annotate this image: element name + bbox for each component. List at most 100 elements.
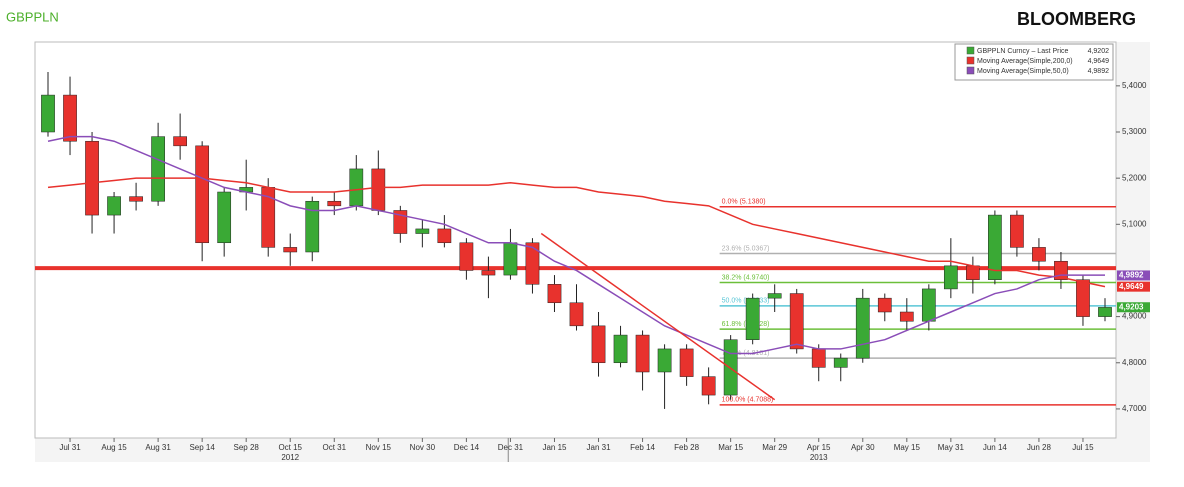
- candle-body: [723, 339, 738, 396]
- candle-body: [591, 325, 606, 364]
- candle-body: [107, 196, 121, 216]
- candle-body: [921, 288, 936, 322]
- candle-body: [481, 270, 496, 276]
- y-tick-label: 5,4000: [1122, 81, 1147, 90]
- x-tick-label: Feb 14: [630, 443, 655, 452]
- candle-body: [988, 214, 1002, 280]
- y-tick-label: 4,8000: [1122, 358, 1147, 367]
- candle-body: [63, 94, 77, 142]
- candle-body: [745, 297, 760, 340]
- candle-body: [305, 200, 320, 253]
- legend-swatch: [966, 46, 975, 55]
- candle-body: [966, 265, 980, 280]
- fib-label: 23.6% (5.0367): [722, 245, 770, 252]
- legend: [954, 43, 1114, 81]
- candle-body: [151, 136, 165, 202]
- candle-body: [195, 145, 210, 244]
- candle-body: [415, 228, 430, 234]
- value-tag-label: 4,9892: [1119, 271, 1144, 280]
- candle-body: [173, 136, 187, 147]
- y-tick-label: 4,9000: [1122, 312, 1147, 321]
- candle-body: [129, 196, 143, 202]
- fib-label: 61.8% (4.8728): [722, 321, 770, 328]
- candle-body: [1032, 247, 1046, 262]
- fib-label: 100.0% (4.7088): [722, 397, 774, 404]
- x-tick-label: May 31: [938, 443, 965, 452]
- candle-body: [503, 242, 518, 276]
- y-tick-label: 5,1000: [1122, 219, 1147, 228]
- x-tick-label: Feb 28: [674, 443, 699, 452]
- trend-line: [540, 232, 776, 401]
- value-tag: [1117, 270, 1150, 281]
- legend-swatch: [966, 66, 975, 75]
- candle-body: [613, 334, 628, 364]
- candle-body: [459, 242, 474, 271]
- legend-value: 4,9649: [1088, 58, 1110, 65]
- candle-body: [283, 247, 298, 253]
- candle-body: [349, 168, 364, 207]
- legend-label: Moving Average(Simple,50,0): [977, 68, 1069, 75]
- legend-label: GBPPLN Curncy – Last Price: [977, 48, 1069, 55]
- candle-body: [85, 140, 99, 216]
- candle-body: [657, 348, 672, 373]
- value-tag: [1117, 302, 1150, 313]
- x-tick-label: Oct 31: [322, 443, 346, 452]
- candle-body: [41, 94, 55, 133]
- legend-swatch: [966, 56, 975, 65]
- candle-body: [789, 293, 804, 350]
- fib-label: 38.2% (4.9740): [722, 274, 770, 281]
- value-tag-label: 4,9649: [1119, 282, 1144, 291]
- candle-body: [833, 357, 848, 368]
- x-tick-label: Nov 15: [366, 443, 392, 452]
- fib-label: 50.0% (4.9233): [722, 298, 770, 305]
- candle-body: [437, 228, 452, 244]
- candle-body: [635, 334, 650, 373]
- x-tick-label: Dec 31: [498, 443, 524, 452]
- year-label: 2013: [810, 453, 828, 462]
- source: BLOOMBERG: [1017, 9, 1136, 29]
- candle-body: [943, 265, 958, 290]
- candle-body: [1010, 214, 1024, 248]
- x-tick-label: Sep 14: [189, 443, 215, 452]
- chart-title: GBPPLN: [6, 9, 59, 24]
- y-tick-label: 5,3000: [1122, 127, 1147, 136]
- x-tick-label: Jul 15: [1072, 443, 1094, 452]
- x-tick-label: Dec 14: [454, 443, 480, 452]
- legend-value: 4,9892: [1088, 68, 1110, 75]
- x-tick-label: Aug 31: [145, 443, 171, 452]
- legend-label: Moving Average(Simple,200,0): [977, 58, 1073, 65]
- moving-average-line: [47, 135, 1105, 355]
- value-tag: [1117, 281, 1150, 292]
- candle-body: [547, 284, 562, 304]
- candle-body: [811, 348, 826, 368]
- x-tick-label: Mar 15: [718, 443, 743, 452]
- x-tick-label: May 15: [894, 443, 921, 452]
- candle-body: [767, 293, 782, 299]
- x-tick-label: Oct 15: [278, 443, 302, 452]
- candle-body: [679, 348, 694, 377]
- x-tick-label: Mar 29: [762, 443, 787, 452]
- value-tag-label: 4,9203: [1119, 302, 1144, 311]
- x-tick-label: Jun 14: [983, 443, 1008, 452]
- x-tick-label: Nov 30: [410, 443, 436, 452]
- x-tick-label: Apr 30: [851, 443, 875, 452]
- candle-body: [217, 191, 232, 244]
- y-tick-label: 4,7000: [1122, 404, 1147, 413]
- candle-body: [701, 376, 716, 396]
- x-tick-label: Jul 31: [59, 443, 81, 452]
- x-tick-label: Jan 15: [542, 443, 567, 452]
- year-label: 2012: [281, 453, 299, 462]
- candle-body: [855, 297, 870, 359]
- candle-body: [1098, 307, 1112, 317]
- moving-average-line: [47, 177, 1106, 288]
- candle-body: [569, 302, 584, 327]
- legend-value: 4,9202: [1088, 48, 1110, 55]
- y-tick-label: 5,2000: [1122, 173, 1147, 182]
- fib-label: 0.0% (5.1380): [722, 199, 766, 206]
- candle-body: [877, 297, 892, 313]
- x-tick-label: Aug 15: [101, 443, 127, 452]
- candle-body: [371, 168, 386, 211]
- x-tick-label: Jun 28: [1027, 443, 1052, 452]
- x-tick-label: Sep 28: [234, 443, 260, 452]
